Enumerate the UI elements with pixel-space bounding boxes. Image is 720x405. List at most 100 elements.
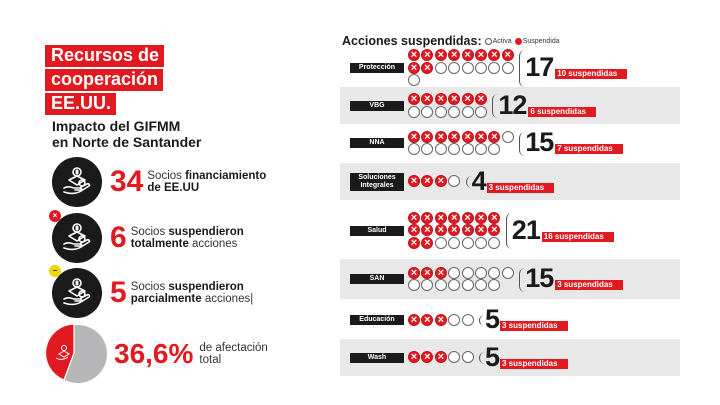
- legend-suspended: Suspendida: [522, 37, 560, 45]
- action-circles: [408, 130, 516, 156]
- suspended-circle-icon: [434, 211, 447, 225]
- suspended-circle-icon: [448, 130, 461, 144]
- active-circle-icon: [434, 143, 447, 155]
- brace-divider: [479, 352, 485, 364]
- active-circle-icon: [488, 236, 501, 249]
- suspended-circle-icon: [474, 223, 487, 237]
- active-circle-icon: [461, 313, 474, 326]
- suspended-circle-icon: [408, 92, 420, 106]
- sector-label: VBG: [350, 100, 404, 111]
- active-circle-icon: [461, 279, 474, 291]
- suspended-actions-heading: Acciones suspendidas: Activa Suspendida: [342, 34, 560, 48]
- active-circle-icon: [501, 266, 514, 279]
- sector-label: Salud: [350, 225, 404, 236]
- active-circle-icon: [448, 61, 461, 74]
- active-circle-icon: [408, 279, 420, 291]
- suspended-count-tag: 6 suspendidas: [528, 106, 596, 117]
- active-circle-icon: [408, 74, 420, 87]
- suspended-circle-icon: [434, 174, 447, 188]
- active-circle-icon: [461, 105, 474, 118]
- stat-number: 5: [110, 276, 127, 309]
- suspended-count-tag: 10 suspendidas: [555, 69, 628, 79]
- sector-label: NNA: [350, 138, 404, 148]
- brace-divider: [505, 212, 512, 250]
- stat-total-suspension: × 6 Socios suspendieron totalmente accio…: [49, 210, 244, 263]
- suspended-circle-icon: [421, 48, 434, 62]
- suspended-circle-icon: [421, 313, 434, 327]
- active-circle-icon: [488, 279, 501, 291]
- suspended-circle-icon: [408, 61, 420, 75]
- affectation-stat: 36,6% de afectación total: [44, 322, 268, 386]
- suspended-circle-icon: [408, 350, 420, 364]
- brace-divider: [465, 176, 472, 188]
- sector-row: Wash 53 suspendidas: [340, 339, 680, 376]
- active-circle-icon: [434, 236, 447, 249]
- suspended-circle-icon: [408, 313, 420, 327]
- brace-divider: [519, 131, 525, 156]
- suspended-circle-icon: [434, 92, 447, 106]
- close-badge-icon: ×: [49, 210, 61, 222]
- active-circle-icon: [474, 61, 487, 74]
- active-circle-icon: [461, 61, 474, 74]
- suspended-circle-icon: [421, 350, 434, 364]
- suspended-circle-icon: [408, 223, 420, 237]
- suspended-circle-icon: [461, 92, 474, 106]
- stat-funding-partners: 34 Socios financiamiento de EE.UU: [52, 157, 266, 207]
- title-line-1: Recursos de: [45, 45, 165, 67]
- suspended-circle-icon: [474, 211, 487, 225]
- suspended-circle-icon: [408, 236, 420, 250]
- active-circle-icon: [421, 279, 434, 291]
- stat-partial-suspension: − 5 Socios suspendieron parcialmente acc…: [49, 265, 253, 318]
- active-circle-icon: [474, 105, 487, 118]
- suspended-circle-icon: [448, 223, 461, 237]
- active-circle-icon: [474, 266, 487, 279]
- suspended-circle-icon: [488, 223, 501, 237]
- affectation-percent: 36,6%: [114, 338, 194, 369]
- suspended-circle-icon: [434, 130, 447, 144]
- action-circles: [408, 350, 476, 364]
- suspended-circle-icon: [461, 48, 474, 62]
- suspended-count-tag: 16 suspendidas: [541, 231, 614, 242]
- action-circles: [408, 266, 516, 292]
- suspended-circle-icon: [488, 211, 501, 225]
- active-circle-icon: [461, 236, 474, 249]
- sector-row: VBG 126 suspendidas: [340, 87, 680, 124]
- stat-description: Socios financiamiento de EE.UU: [147, 170, 267, 194]
- subtitle-line-2: en Norte de Santander: [52, 134, 202, 150]
- affectation-label: de afectación total: [199, 342, 268, 366]
- active-circle-icon: [488, 143, 501, 155]
- action-circles: [408, 92, 489, 118]
- active-circle-icon: [448, 105, 461, 118]
- brace-divider: [492, 94, 498, 118]
- suspended-circle-icon: [434, 266, 447, 280]
- stat-number: 6: [110, 221, 127, 254]
- suspended-circle-icon: [474, 92, 487, 106]
- suspended-actions-panel: Acciones suspendidas: Activa Suspendida: [342, 34, 682, 48]
- active-circle-icon: [421, 143, 434, 155]
- suspended-circle-icon: [408, 211, 420, 225]
- action-circles: [408, 48, 516, 87]
- suspended-count-tag: 3 suspendidas: [500, 358, 568, 369]
- active-circle-icon: [448, 351, 461, 364]
- active-circle-icon: [448, 143, 461, 155]
- suspended-count-tag: 7 suspendidas: [555, 144, 623, 154]
- action-circles: [408, 313, 476, 327]
- sector-total: 17: [525, 52, 554, 82]
- sector-label: Wash: [350, 352, 404, 363]
- suspended-circle-icon: [488, 48, 501, 62]
- suspended-circle-icon: [421, 223, 434, 237]
- sector-row: SAN 153 suspendidas: [340, 259, 680, 299]
- active-circle-icon: [408, 105, 420, 118]
- title-line-3: EE.UU.: [45, 93, 117, 115]
- affectation-pie-chart: [44, 322, 110, 386]
- active-circle-icon: [434, 279, 447, 291]
- suspended-circle-icon: [448, 211, 461, 225]
- suspended-circle-icon: [434, 350, 447, 364]
- sector-label: Protección: [350, 63, 404, 73]
- title-line-2: cooperación: [45, 69, 164, 91]
- subtitle-line-1: Impacto del GIFMM: [52, 118, 181, 134]
- active-circle-icon: [448, 175, 461, 188]
- suspended-circle-icon: [421, 130, 434, 144]
